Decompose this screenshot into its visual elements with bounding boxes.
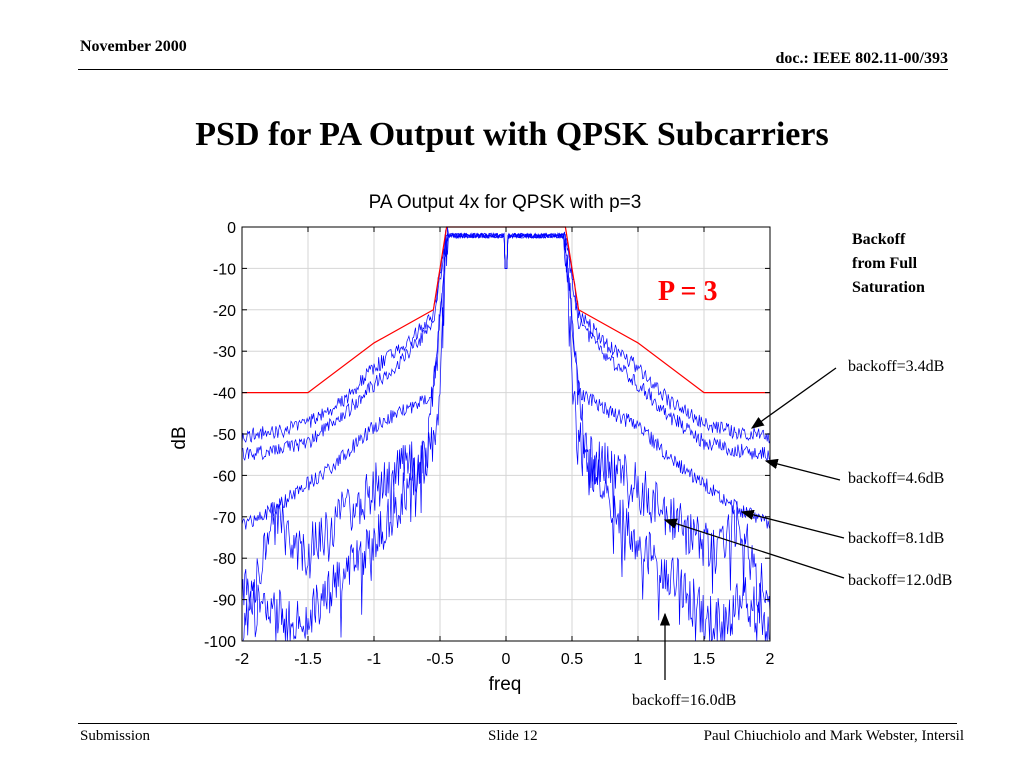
backoff-heading-line: Backoff [852,231,906,248]
header-divider [78,69,948,70]
annotation-arrow [740,509,845,539]
x-tick-label: 0.5 [561,651,583,668]
header-date: November 2000 [80,38,187,55]
annotation-arrow [750,367,837,429]
annotation-arrow [663,518,845,579]
x-axis-label: freq [488,674,522,695]
backoff-heading-line: from Full [852,255,918,272]
x-tick-label: 1.5 [693,651,715,668]
annotation-arrow [764,458,841,481]
y-tick-label: -40 [213,386,236,403]
y-tick-label: -10 [213,261,236,278]
x-tick-label: -2 [235,651,249,668]
x-tick-label: 2 [766,651,775,668]
header-doc-id: doc.: IEEE 802.11-00/393 [775,50,948,67]
y-tick-label: -80 [213,551,236,568]
footer-slide-number: Slide 12 [488,728,538,744]
backoff-heading: Backoff from Full Saturation [852,228,925,300]
y-tick-label: -100 [204,634,236,651]
x-tick-label: 1 [634,651,643,668]
annotation-backoff-12-0: backoff=12.0dB [848,572,953,589]
x-tick-label: -0.5 [426,651,454,668]
y-tick-label: -30 [213,344,236,361]
annotation-backoff-8-1: backoff=8.1dB [848,530,945,547]
x-tick-label: -1.5 [294,651,322,668]
y-tick-label: 0 [227,220,236,237]
y-axis-label: dB [169,426,190,450]
y-tick-label: -60 [213,468,236,485]
x-tick-label: 0 [502,651,511,668]
annotation-backoff-4-6: backoff=4.6dB [848,470,945,487]
y-tick-label: -90 [213,593,236,610]
annotation-backoff-16-0: backoff=16.0dB [632,692,737,709]
chart-title: PA Output 4x for QPSK with p=3 [368,192,642,213]
p-value-label: P = 3 [658,276,718,307]
annotation-backoff-3-4: backoff=3.4dB [848,358,945,375]
backoff-heading-line: Saturation [852,279,925,296]
y-tick-label: -70 [213,510,236,527]
y-tick-label: -20 [213,303,236,320]
footer-authors: Paul Chiuchiolo and Mark Webster, Inters… [703,728,964,744]
series-line-backoff-16-0db [241,232,771,642]
footer-divider [78,723,957,724]
x-tick-label: -1 [367,651,381,668]
footer-submission: Submission [80,728,151,744]
y-tick-label: -50 [213,427,236,444]
slide-title: PSD for PA Output with QPSK Subcarriers [195,116,829,153]
